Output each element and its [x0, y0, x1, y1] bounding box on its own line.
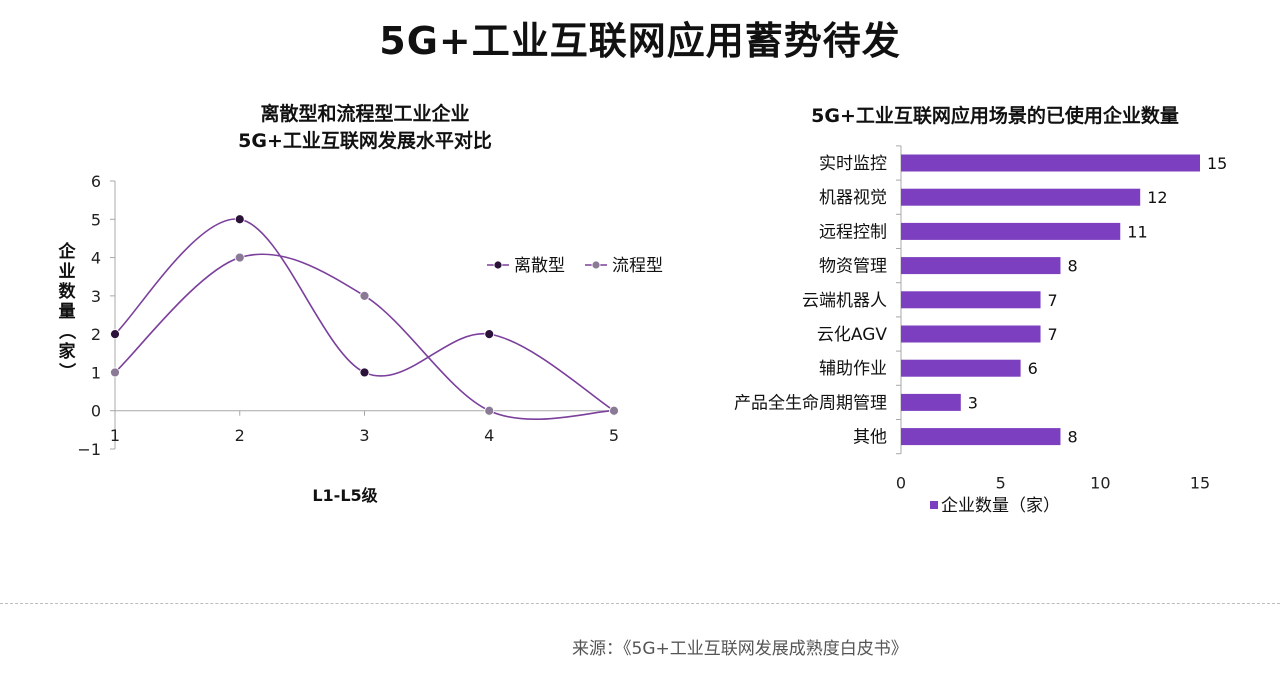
x-axis-label: L1-L5级	[312, 486, 378, 505]
category-label: 云端机器人	[802, 291, 887, 311]
bar	[901, 257, 1061, 275]
data-label: 3	[968, 393, 978, 412]
data-label: 12	[1147, 188, 1167, 207]
y-axis-label-char: 家	[59, 341, 76, 362]
y-tick-label: 0	[91, 402, 101, 421]
y-tick-label: −1	[77, 440, 101, 459]
y-tick-label: 4	[91, 249, 101, 268]
legend-label-2: 流程型	[612, 256, 663, 276]
y-axis-label-char: 数	[59, 281, 77, 302]
category-label: 物资管理	[819, 257, 887, 277]
y-axis-label-char: ）	[56, 363, 77, 380]
y-axis-label-char: 量	[59, 301, 76, 322]
data-label: 7	[1048, 291, 1058, 310]
data-point	[234, 252, 245, 263]
legend-marker-2	[591, 260, 601, 270]
source-note: 来源：《5G+工业互联网发展成熟度白皮书》	[572, 639, 908, 659]
x-tick-label: 10	[1090, 474, 1110, 493]
category-label: 远程控制	[819, 222, 887, 242]
y-tick-label: 2	[91, 325, 101, 344]
data-label: 8	[1067, 428, 1077, 447]
data-point	[110, 329, 120, 340]
chart-title-line: 5G+工业互联网发展水平对比	[238, 129, 492, 152]
page-title: 5G+工业互联网应用蓄势待发	[379, 19, 901, 63]
y-tick-label: 1	[91, 363, 101, 382]
legend-label-1: 离散型	[514, 256, 565, 276]
data-point	[359, 290, 370, 301]
category-label: 辅助作业	[819, 359, 887, 379]
category-label: 实时监控	[819, 154, 887, 174]
bar	[901, 222, 1121, 240]
x-tick-label: 1	[110, 426, 120, 445]
x-tick-label: 15	[1190, 474, 1210, 493]
x-tick-label: 5	[996, 474, 1006, 493]
bar	[901, 188, 1141, 206]
bar	[901, 393, 961, 411]
legend-marker	[930, 501, 938, 509]
data-point	[234, 214, 245, 225]
data-point	[484, 405, 495, 416]
x-tick-label: 5	[609, 426, 619, 445]
bar	[901, 291, 1041, 309]
chart-title-line: 离散型和流程型工业企业	[260, 102, 469, 125]
y-tick-label: 3	[91, 287, 101, 306]
data-point	[359, 367, 370, 378]
data-label: 7	[1048, 325, 1058, 344]
x-tick-label: 4	[484, 426, 494, 445]
chart-title: 5G+工业互联网应用场景的已使用企业数量	[811, 104, 1179, 127]
category-label: 机器视觉	[819, 188, 887, 208]
y-axis-label-char: （	[56, 323, 77, 340]
x-tick-label: 3	[359, 426, 369, 445]
data-point	[484, 329, 495, 340]
legend-label: 企业数量（家）	[941, 496, 1060, 516]
data-point	[110, 367, 120, 378]
x-tick-label: 2	[235, 426, 245, 445]
bar	[901, 154, 1200, 172]
y-axis-label-char: 业	[59, 262, 76, 282]
y-tick-label: 5	[91, 210, 101, 229]
y-tick-label: 6	[91, 172, 101, 191]
data-label: 11	[1127, 222, 1147, 241]
bar	[901, 325, 1041, 343]
x-tick-label: 0	[896, 474, 906, 493]
data-point	[609, 405, 619, 416]
bar	[901, 428, 1061, 446]
data-label: 15	[1207, 154, 1227, 173]
series-line-2	[114, 253, 615, 421]
y-axis-label-char: 企	[58, 241, 77, 262]
footer-divider	[0, 603, 1280, 604]
category-label: 云化AGV	[817, 325, 888, 345]
category-label: 其他	[853, 428, 887, 448]
legend-marker-1	[493, 260, 503, 270]
data-label: 8	[1067, 257, 1077, 276]
series-line-1	[114, 218, 615, 412]
data-label: 6	[1028, 359, 1038, 378]
bar	[901, 359, 1021, 377]
category-label: 产品全生命周期管理	[734, 393, 887, 413]
